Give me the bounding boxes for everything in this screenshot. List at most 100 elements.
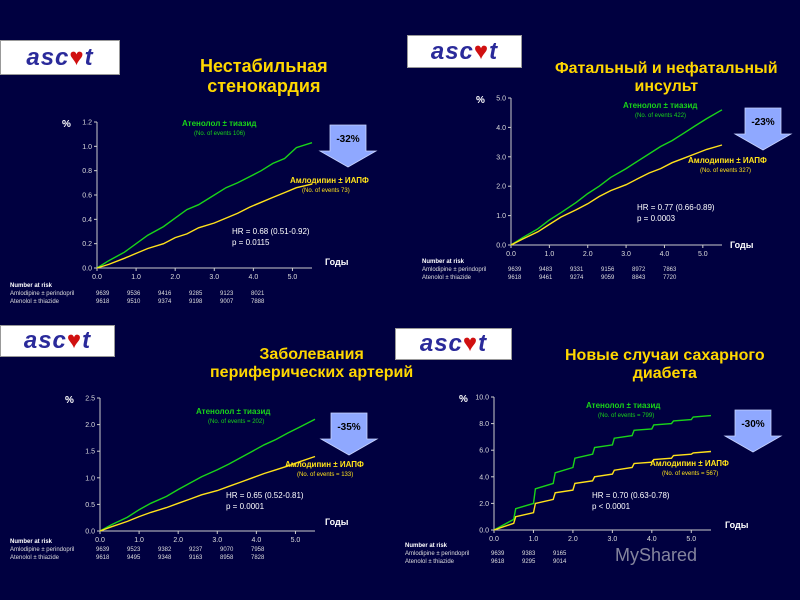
risk-value: 9237 — [189, 547, 203, 553]
y-tick-label: 0.5 — [85, 502, 95, 509]
atenolol-events: (No. of events = 202) — [208, 419, 264, 425]
y-tick-label: 2.0 — [85, 422, 95, 429]
risk-header: Number at risk — [405, 543, 448, 549]
risk-value: 7828 — [251, 555, 265, 561]
atenolol-line — [493, 414, 712, 531]
y-tick-label: 0.4 — [82, 217, 92, 224]
risk-row-label: Atenolol ± thiazide — [10, 299, 59, 305]
risk-value: 8972 — [632, 267, 646, 273]
risk-value: 9059 — [601, 275, 615, 281]
hazard-ratio: HR = 0.77 (0.66-0.89) — [637, 203, 715, 212]
risk-table: Number at risk Amlodipine ± perindopril 96… — [405, 542, 584, 566]
x-tick-label: 4.0 — [647, 536, 657, 543]
p-value: p = 0.0001 — [226, 502, 265, 511]
atenolol-events: (No. of events 106) — [194, 131, 245, 137]
risk-value: 7720 — [663, 275, 677, 281]
y-tick-label: 2.0 — [479, 501, 489, 508]
risk-header: Number at risk — [10, 539, 53, 545]
reduction-label: -30% — [741, 419, 764, 430]
risk-value: 9123 — [220, 291, 234, 297]
risk-value: 8021 — [251, 291, 265, 297]
risk-header: Number at risk — [10, 283, 53, 289]
x-axis-label: Годы — [325, 257, 349, 267]
x-tick-label: 1.0 — [131, 274, 141, 281]
p-value: p = 0.0003 — [637, 214, 676, 223]
x-tick-label: 0.0 — [489, 536, 499, 543]
risk-value: 9510 — [127, 299, 141, 305]
x-tick-label: 0.0 — [92, 274, 102, 281]
risk-value: 9070 — [220, 547, 234, 553]
risk-row-label: Amlodipine ± perindopril — [422, 267, 487, 273]
reduction-arrow: -35% — [319, 412, 379, 456]
risk-value: 9374 — [158, 299, 172, 305]
y-axis-label: % — [459, 394, 468, 405]
y-tick-label: 0.0 — [85, 529, 95, 536]
risk-row-label: Amlodipine ± perindopril — [405, 551, 470, 557]
chart-title: Фатальный и нефатальный инсульт — [555, 60, 778, 96]
chart-panel-1: asc♥t Нестабильная стенокардия 0.0 0.2 0.4 0.6… — [0, 0, 400, 305]
amlodipine-line — [493, 450, 712, 531]
x-tick-label: 3.0 — [607, 536, 617, 543]
risk-value: 9639 — [491, 551, 505, 557]
risk-value: 9639 — [96, 291, 110, 297]
amlodipine-line — [99, 455, 316, 532]
y-axis-label: % — [65, 395, 74, 406]
x-tick-label: 3.0 — [209, 274, 219, 281]
atenolol-line — [96, 142, 313, 269]
risk-value: 9383 — [522, 551, 536, 557]
x-tick-label: 1.0 — [529, 536, 539, 543]
chart-title-line: Заболевания — [259, 346, 364, 363]
risk-value: 9618 — [96, 555, 110, 561]
risk-value: 9618 — [491, 559, 505, 565]
amlodipine-events: (No. of events = 133) — [297, 472, 353, 478]
amlodipine-line — [510, 144, 723, 246]
plot-area — [100, 398, 315, 531]
risk-row: Amlodipine ± perindopril 9639 9483 9331 9156… — [422, 266, 694, 274]
x-tick-label: 3.0 — [621, 251, 631, 258]
chart-title-line: Нестабильная — [200, 56, 328, 76]
x-tick-label: 2.0 — [568, 536, 578, 543]
risk-row-label: Amlodipine ± perindopril — [10, 547, 75, 553]
x-axis-label: Годы — [730, 240, 754, 250]
watermark: MyShared — [615, 545, 698, 565]
plot-area — [511, 98, 722, 245]
risk-value: 9416 — [158, 291, 172, 297]
x-tick-label: 3.0 — [212, 537, 222, 544]
risk-table: Number at risk Amlodipine ± perindopril 96… — [422, 258, 694, 282]
ascot-logo: asc♥t — [407, 35, 522, 68]
amlodipine-label: Амлодипин ± ИАПФ — [688, 156, 767, 165]
y-tick-label: 0.0 — [479, 528, 489, 535]
risk-row: Atenolol ± thiazide 9618 9510 9374 9198 9007 7… — [10, 298, 282, 306]
risk-value: 9536 — [127, 291, 141, 297]
risk-row: Atenolol ± thiazide 9618 9495 9348 9163 8958 7… — [10, 554, 282, 562]
km-chart: 0.0 0.2 0.4 0.6 0.8 1.0 1.2 0.0 1.0 2.0 3.0 4.0 5.0%… — [62, 119, 378, 281]
risk-value: 9348 — [158, 555, 172, 561]
reduction-arrow: -23% — [733, 107, 793, 151]
y-axis-label: % — [476, 95, 485, 106]
chart-title-line: Фатальный и нефатальный — [555, 60, 778, 77]
y-tick-label: 6.0 — [479, 448, 489, 455]
chart-title-line: инсульт — [634, 77, 699, 95]
plot-area — [97, 122, 312, 268]
risk-value: 9295 — [522, 559, 536, 565]
risk-row-label: Atenolol ± thiazide — [422, 275, 471, 281]
y-tick-label: 4.0 — [496, 125, 506, 132]
amlodipine-label: Амлодипин ± ИАПФ — [290, 176, 369, 185]
amlodipine-label: Амлодипин ± ИАПФ — [650, 459, 729, 468]
km-chart: 0.0 0.5 1.0 1.5 2.0 2.5 0.0 1.0 2.0 3.0 4.0 5.0% Год… — [65, 395, 379, 544]
ascot-logo: asc♥t — [0, 325, 115, 357]
chart-title: Нестабильная стенокардия — [200, 56, 328, 96]
y-axis-label: % — [62, 119, 71, 130]
risk-value: 9382 — [158, 547, 172, 553]
reduction-arrow: -32% — [318, 124, 378, 168]
x-tick-label: 2.0 — [173, 537, 183, 544]
atenolol-label: Атенолол ± тиазид — [182, 119, 257, 128]
risk-row: Amlodipine ± perindopril 9639 9383 9165 — [405, 550, 584, 558]
hazard-ratio: HR = 0.68 (0.51-0.92) — [232, 227, 310, 236]
risk-value: 9156 — [601, 267, 615, 273]
risk-value: 9618 — [508, 275, 522, 281]
reduction-arrow: -30% — [723, 409, 783, 453]
risk-value: 9014 — [553, 559, 567, 565]
atenolol-label: Атенолол ± тиазид — [196, 407, 271, 416]
risk-value: 9274 — [570, 275, 584, 281]
